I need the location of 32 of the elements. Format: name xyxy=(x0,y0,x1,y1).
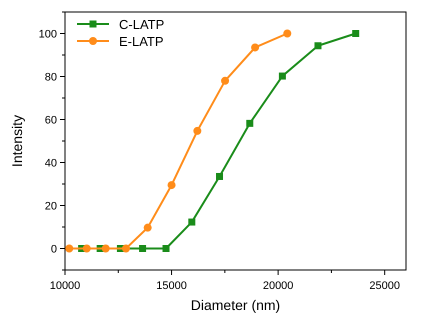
y-tick-label: 80 xyxy=(44,72,57,84)
point xyxy=(193,126,202,135)
point xyxy=(168,181,176,190)
point xyxy=(314,42,322,50)
point xyxy=(65,244,74,252)
y-tick-label: 20 xyxy=(44,200,57,212)
x-tick-label: 25000 xyxy=(369,280,400,292)
point xyxy=(102,244,110,252)
y-tick-label: 100 xyxy=(38,28,57,40)
point xyxy=(162,245,170,252)
point xyxy=(122,244,130,252)
point xyxy=(144,224,152,232)
y-axis-title: Intensity xyxy=(9,114,25,168)
point xyxy=(251,43,260,52)
point xyxy=(221,76,230,85)
legend-label: E-LATP xyxy=(119,34,164,49)
x-tick-label: 20000 xyxy=(262,280,294,292)
y-tick-label: 0 xyxy=(50,244,57,256)
point xyxy=(352,30,360,37)
x-tick-label: 15000 xyxy=(156,280,187,292)
point xyxy=(283,30,292,38)
point xyxy=(139,245,146,252)
point xyxy=(82,244,91,252)
point xyxy=(246,120,254,127)
point xyxy=(188,218,196,226)
point xyxy=(278,72,286,80)
x-tick-label: 10000 xyxy=(50,280,80,292)
y-tick-label: 40 xyxy=(44,158,57,170)
point xyxy=(216,172,224,180)
legend-label: C-LATP xyxy=(119,17,164,32)
x-axis-title: Diameter (nm) xyxy=(190,297,280,313)
y-tick-label: 60 xyxy=(44,114,57,126)
